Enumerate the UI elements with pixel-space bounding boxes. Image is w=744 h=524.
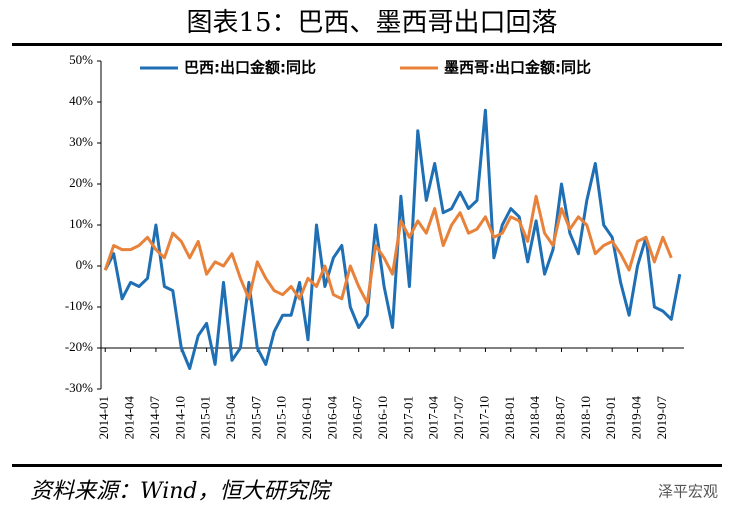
chart-title: 图表15：巴西、墨西哥出口回落 [186,8,557,38]
x-tick-label: 2017-07 [451,396,466,440]
series-line [103,108,682,370]
x-tick-label: 2017-04 [426,396,441,440]
legend-label: 巴西:出口金额:同比 [184,59,316,77]
x-tick-label: 2014-01 [96,396,111,439]
title-rule [12,43,722,46]
x-tick-label: 2017-10 [476,396,491,439]
y-tick-label: -20% [65,339,93,354]
x-tick-label: 2014-04 [122,396,137,440]
x-tick-label: 2015-10 [274,396,289,439]
x-tick-label: 2018-01 [502,396,517,439]
y-tick-label: 50% [69,52,93,67]
x-tick-label: 2016-01 [299,396,314,439]
legend-label: 墨西哥:出口金额:同比 [444,59,591,77]
y-tick-label: 30% [69,134,93,149]
y-tick-label: 40% [69,93,93,108]
x-tick-label: 2016-10 [375,396,390,439]
x-tick-label: 2017-01 [400,396,415,439]
x-tick-label: 2016-07 [350,396,365,440]
x-tick-label: 2018-07 [552,396,567,440]
x-tick-label: 2016-04 [324,396,339,440]
source: 资料来源：Wind，恒大研究院 [30,479,333,504]
x-tick-label: 2019-01 [603,396,618,439]
source-rule [12,464,722,467]
y-tick-label: 10% [69,216,93,231]
x-tick-label: 2015-07 [248,396,263,440]
y-tick-label: -30% [65,380,93,395]
y-tick-label: 0% [76,257,94,272]
x-tick-label: 2015-01 [198,396,213,439]
watermark: 泽平宏观 [658,483,718,501]
x-tick-label: 2014-10 [172,396,187,439]
x-tick-label: 2015-04 [223,396,238,440]
x-tick-label: 2014-07 [147,396,162,440]
y-tick-label: 20% [69,175,93,190]
x-tick-label: 2018-04 [527,396,542,440]
series-line [103,194,673,305]
y-tick-label: -10% [65,298,93,313]
x-tick-label: 2018-10 [578,396,593,439]
x-tick-label: 2019-04 [629,396,644,440]
x-tick-label: 2019-07 [654,396,669,440]
